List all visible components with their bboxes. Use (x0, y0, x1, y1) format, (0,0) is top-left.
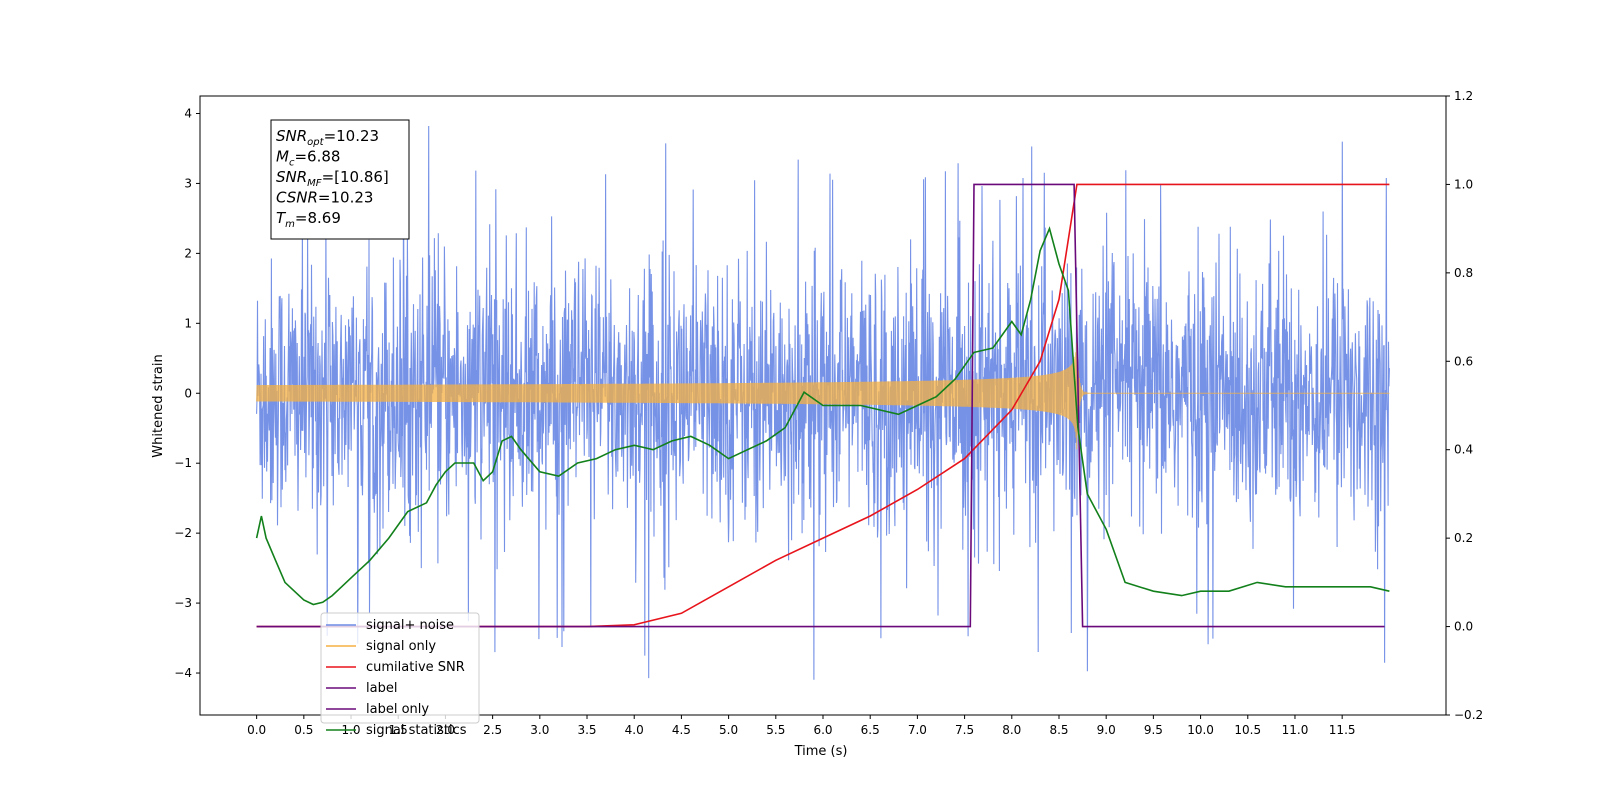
legend-frame (320, 612, 480, 724)
y-tick-label: −4 (174, 666, 192, 680)
y-tick-label: 0 (184, 386, 192, 400)
x-tick-label: 2.0 (436, 723, 455, 737)
y-tick-label: 3 (184, 176, 192, 190)
legend: signal+ noise signal only cumilative SNR la… (320, 612, 480, 738)
info-box-frame (270, 119, 410, 240)
y-tick-label: 2 (184, 246, 192, 260)
x-tick-label: 9.5 (1144, 723, 1163, 737)
info-line: Mc=6.88 (276, 148, 340, 169)
x-tick-label: 8.5 (1049, 723, 1068, 737)
info-box: SNRopt=10.23Mc=6.88SNRMF=[10.86]CSNR=10.… (270, 119, 410, 240)
x-tick-label: 9.0 (1097, 723, 1116, 737)
info-line: Tm=8.69 (276, 209, 341, 230)
series-signal-statistics (255, 226, 1390, 606)
x-tick-label: 6.0 (813, 723, 832, 737)
info-line: CSNR=10.23 (276, 189, 373, 207)
x-tick-label: 6.5 (861, 723, 880, 737)
y-tick-label: −2 (174, 526, 192, 540)
x-tick-label: 8.0 (1002, 723, 1021, 737)
legend-label: label (366, 681, 397, 696)
y-tick-label: −1 (174, 456, 192, 470)
legend-label: label only (366, 702, 429, 717)
info-line: SNRMF=[10.86] (276, 168, 389, 189)
x-tick-label: 7.5 (955, 723, 974, 737)
y-tick-label: 1 (184, 316, 192, 330)
legend-label: signal statistics (366, 723, 467, 738)
legend-label: signal+ noise (366, 618, 454, 633)
series-signal-noise (256, 125, 1390, 680)
y2-tick-label: 0.0 (1454, 620, 1473, 634)
x-tick-label: 1.5 (389, 723, 408, 737)
x-tick-label: 2.5 (483, 723, 502, 737)
x-tick-label: 0.5 (294, 723, 313, 737)
y2-tick-label: 1.2 (1454, 89, 1473, 103)
x-tick-label: 7.0 (908, 723, 927, 737)
legend-label: cumilative SNR (366, 660, 465, 675)
y2-tick-label: 0.2 (1454, 531, 1473, 545)
y-tick-label: 4 (184, 106, 192, 120)
y2-tick-label: 0.4 (1454, 443, 1473, 457)
series-layer (255, 125, 1390, 680)
y2-tick-label: 1.0 (1454, 177, 1473, 191)
x-tick-label: 4.0 (625, 723, 644, 737)
info-line: SNRopt=10.23 (276, 127, 379, 148)
x-tick-label: 11.5 (1329, 723, 1356, 737)
x-tick-label: 5.0 (719, 723, 738, 737)
axis-layer: 0.0 0.5 1.0 1.5 2.0 2.5 3.0 3.5 4.0 4.5 5.0 5.5 6.0 6… (174, 89, 1483, 737)
series-cumilative-snr (256, 183, 1390, 628)
x-tick-label: 4.5 (672, 723, 691, 737)
y-tick-label: −3 (174, 596, 192, 610)
x-tick-label: 11.0 (1282, 723, 1309, 737)
y2-tick-label: 0.8 (1454, 266, 1473, 280)
x-tick-label: 0.0 (247, 723, 266, 737)
x-tick-label: 3.5 (577, 723, 596, 737)
y2-tick-label: 0.6 (1454, 354, 1473, 368)
x-tick-label: 5.5 (766, 723, 785, 737)
y2-tick-label: −0.2 (1454, 708, 1483, 722)
series-label (256, 183, 1385, 628)
x-tick-label: 10.5 (1234, 723, 1261, 737)
x-axis-label: Time (s) (794, 744, 848, 759)
y-axis-label: Whitened strain (151, 354, 166, 457)
x-tick-label: 10.0 (1187, 723, 1214, 737)
series-signal-only (256, 342, 1390, 450)
legend-label: signal only (366, 639, 436, 654)
x-tick-label: 3.0 (530, 723, 549, 737)
